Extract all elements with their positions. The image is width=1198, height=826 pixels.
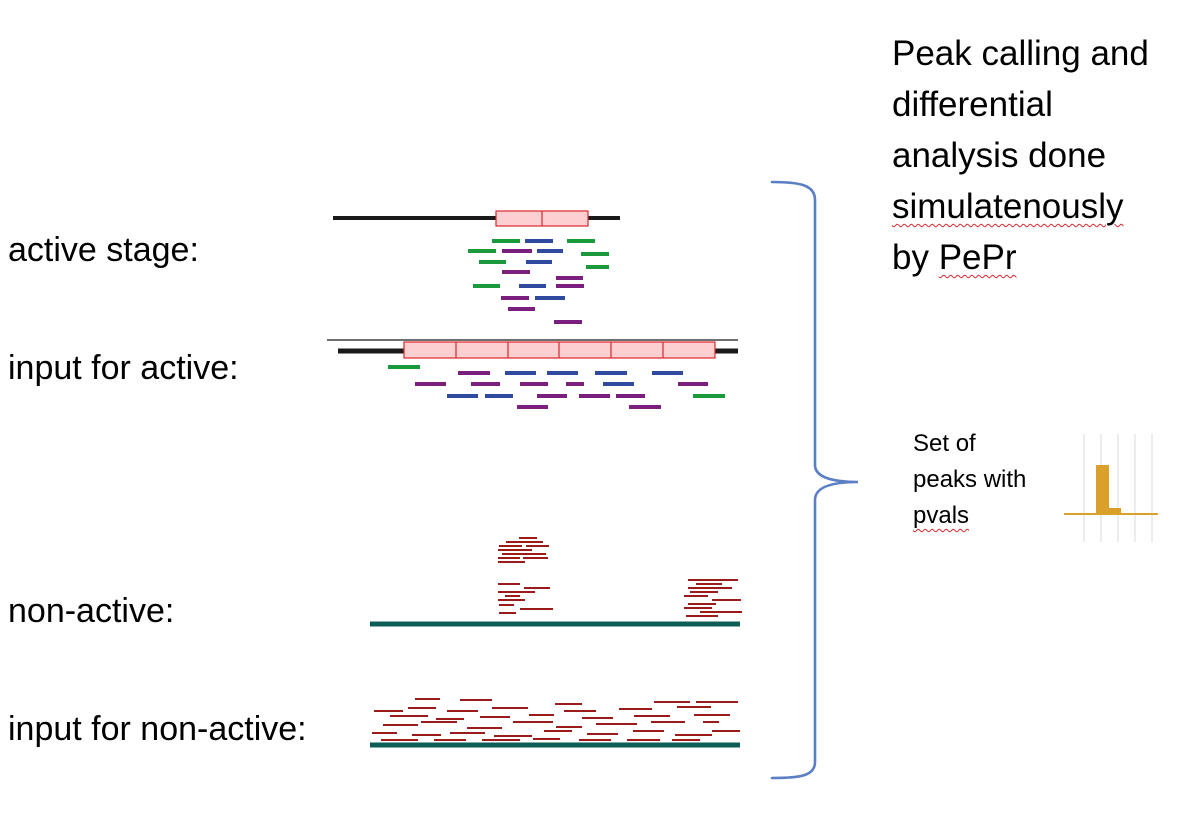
label-input-non-active: input for non-active: <box>8 710 307 748</box>
side-line-2: differential <box>892 85 1053 124</box>
side-line-4: simulatenously <box>892 181 1149 232</box>
histogram-bar-small <box>1109 508 1121 514</box>
brace <box>770 180 859 780</box>
side-description: Peak calling and differential analysis d… <box>892 28 1149 283</box>
peaks-line-1: Set of <box>913 430 976 457</box>
side-line-5-b: PePr <box>938 238 1017 277</box>
side-line-1: Peak calling and <box>892 34 1149 73</box>
peaks-line-3-text: pvals <box>913 502 970 529</box>
peaks-line-2: peaks with <box>913 466 1027 493</box>
side-line-5-a: by <box>892 238 939 277</box>
histogram-bar <box>1096 465 1109 514</box>
label-input-active: input for active: <box>8 349 239 387</box>
label-non-active: non-active: <box>8 592 175 630</box>
label-active-stage: active stage: <box>8 231 199 269</box>
peaks-description: Set of peaks with pvals <box>913 426 1026 534</box>
side-line-5: by PePr <box>892 232 1149 283</box>
side-line-3: analysis done <box>892 136 1107 175</box>
side-line-4-text: simulatenously <box>892 187 1124 226</box>
peaks-line-3: pvals <box>913 498 1026 534</box>
